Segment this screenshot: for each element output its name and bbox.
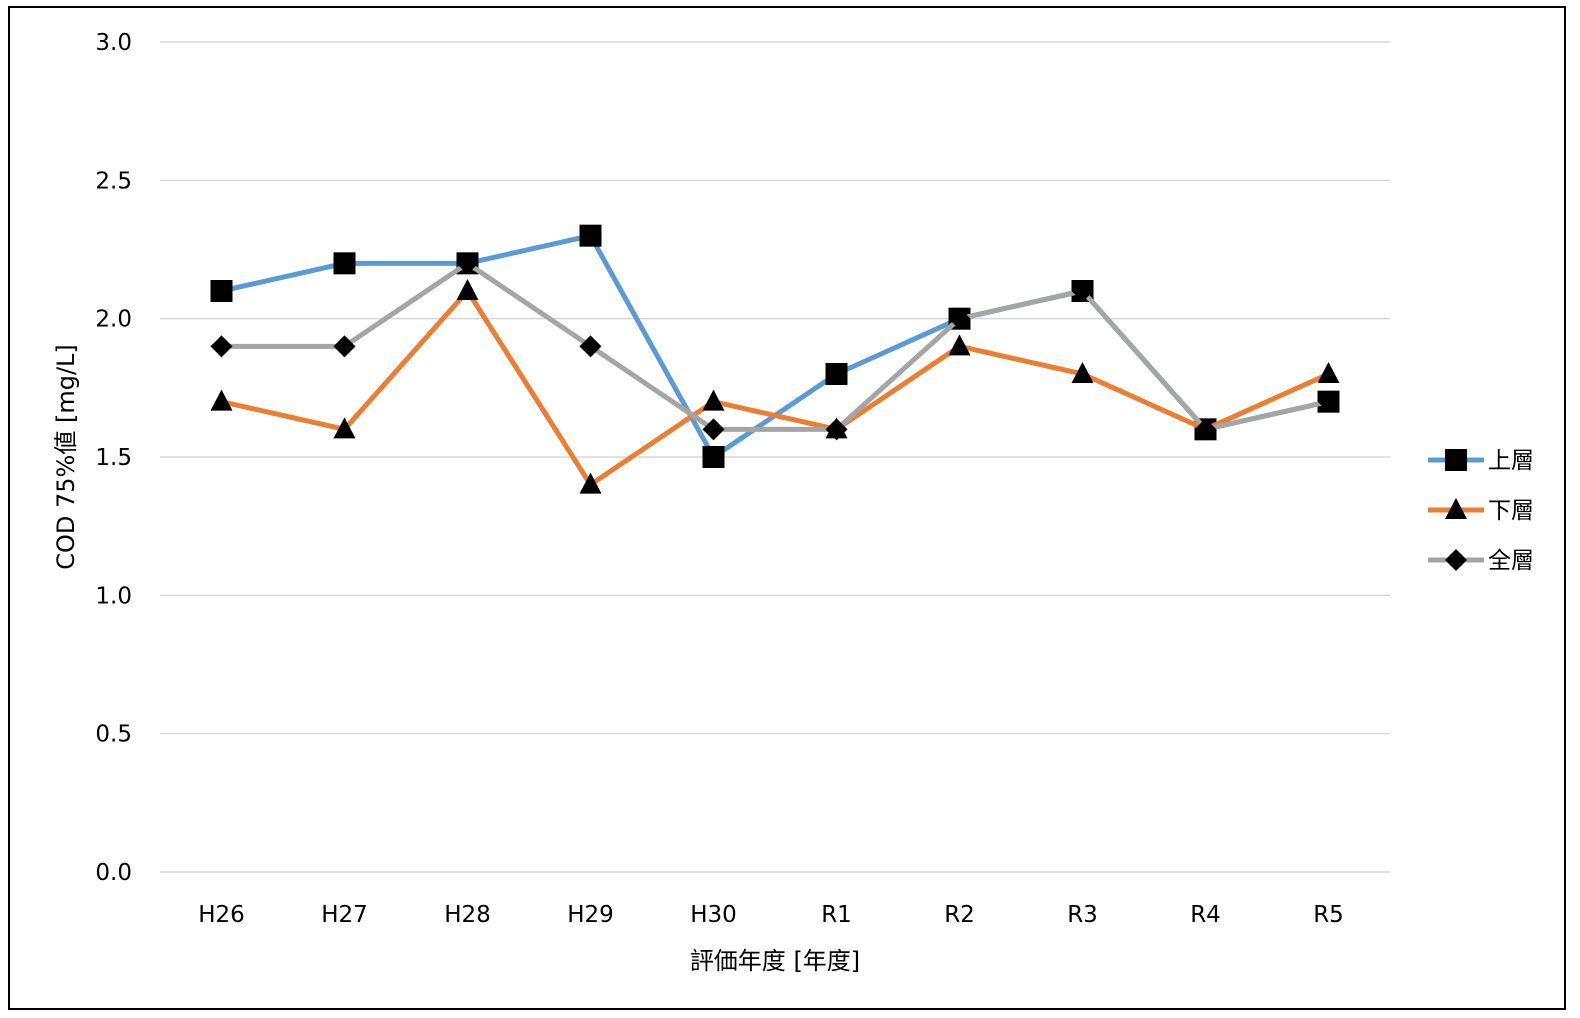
y-tick-label: 1.0 — [95, 583, 132, 609]
legend-item: 上層 — [1428, 448, 1534, 474]
data-point — [702, 446, 725, 468]
x-axis-title: 評価年度 [年度] — [690, 947, 860, 975]
x-tick-labels: H26 H27 H28 H29 H30 R1 R2 R3 R4 R5 — [198, 902, 1344, 928]
data-point — [825, 363, 848, 385]
legend-item: 下層 — [1428, 498, 1534, 524]
y-tick-label: 2.0 — [95, 307, 132, 333]
series-line — [220, 288, 1330, 488]
y-tick-label: 2.5 — [95, 168, 132, 194]
series-2 — [210, 279, 1340, 494]
data-point — [333, 335, 356, 358]
x-tick-label: H27 — [321, 902, 368, 928]
data-point — [456, 252, 479, 275]
legend-marker — [1445, 449, 1467, 471]
legend-item: 全層 — [1428, 548, 1534, 574]
data-point — [948, 334, 971, 356]
legend-label: 上層 — [1488, 448, 1534, 474]
y-tick-label: 1.5 — [95, 445, 132, 471]
gridlines — [160, 41, 1390, 873]
x-tick-label: R2 — [944, 902, 975, 928]
data-point — [210, 280, 233, 302]
data-point — [1194, 418, 1217, 441]
series-group — [210, 224, 1340, 494]
data-point — [210, 335, 233, 358]
x-tick-label: R5 — [1313, 902, 1344, 928]
x-tick-label: R1 — [821, 902, 852, 928]
line-chart: 0.0 0.5 1.0 1.5 2.0 2.5 3.0 H26 H27 H28 H29 H30 R1 R… — [52, 30, 1534, 975]
x-tick-label: H28 — [444, 902, 491, 928]
y-axis-title: COD 75%値 [mg/L] — [52, 344, 80, 570]
x-tick-label: H29 — [567, 902, 614, 928]
data-point — [1071, 362, 1094, 383]
series-line — [221, 260, 1330, 432]
data-point — [948, 307, 971, 330]
chart-frame: 0.0 0.5 1.0 1.5 2.0 2.5 3.0 H26 H27 H28 H29 H30 R1 R… — [8, 6, 1566, 1010]
legend-label: 下層 — [1488, 498, 1534, 524]
y-tick-label: 3.0 — [95, 30, 132, 56]
series-3 — [210, 252, 1340, 441]
y-tick-labels: 0.0 0.5 1.0 1.5 2.0 2.5 3.0 — [95, 30, 132, 886]
data-point — [333, 252, 356, 275]
legend-label: 全層 — [1488, 548, 1534, 574]
x-tick-label: H30 — [690, 902, 737, 928]
x-tick-label: H26 — [198, 902, 245, 928]
data-point — [333, 417, 356, 439]
data-point — [825, 418, 848, 441]
x-tick-label: R3 — [1067, 902, 1098, 928]
y-tick-label: 0.5 — [95, 722, 132, 748]
data-point — [579, 472, 602, 494]
legend-marker — [1445, 549, 1467, 571]
data-point — [702, 389, 725, 411]
data-point — [456, 279, 479, 300]
data-point — [579, 335, 602, 358]
series-line — [220, 233, 1330, 460]
data-point — [579, 224, 602, 247]
legend-marker — [1445, 498, 1467, 519]
data-point — [1317, 390, 1340, 413]
data-point — [1317, 362, 1340, 383]
data-point — [702, 418, 725, 441]
x-tick-label: R4 — [1190, 902, 1221, 928]
data-point — [210, 389, 233, 411]
y-tick-label: 0.0 — [95, 860, 132, 886]
data-point — [1071, 280, 1094, 302]
